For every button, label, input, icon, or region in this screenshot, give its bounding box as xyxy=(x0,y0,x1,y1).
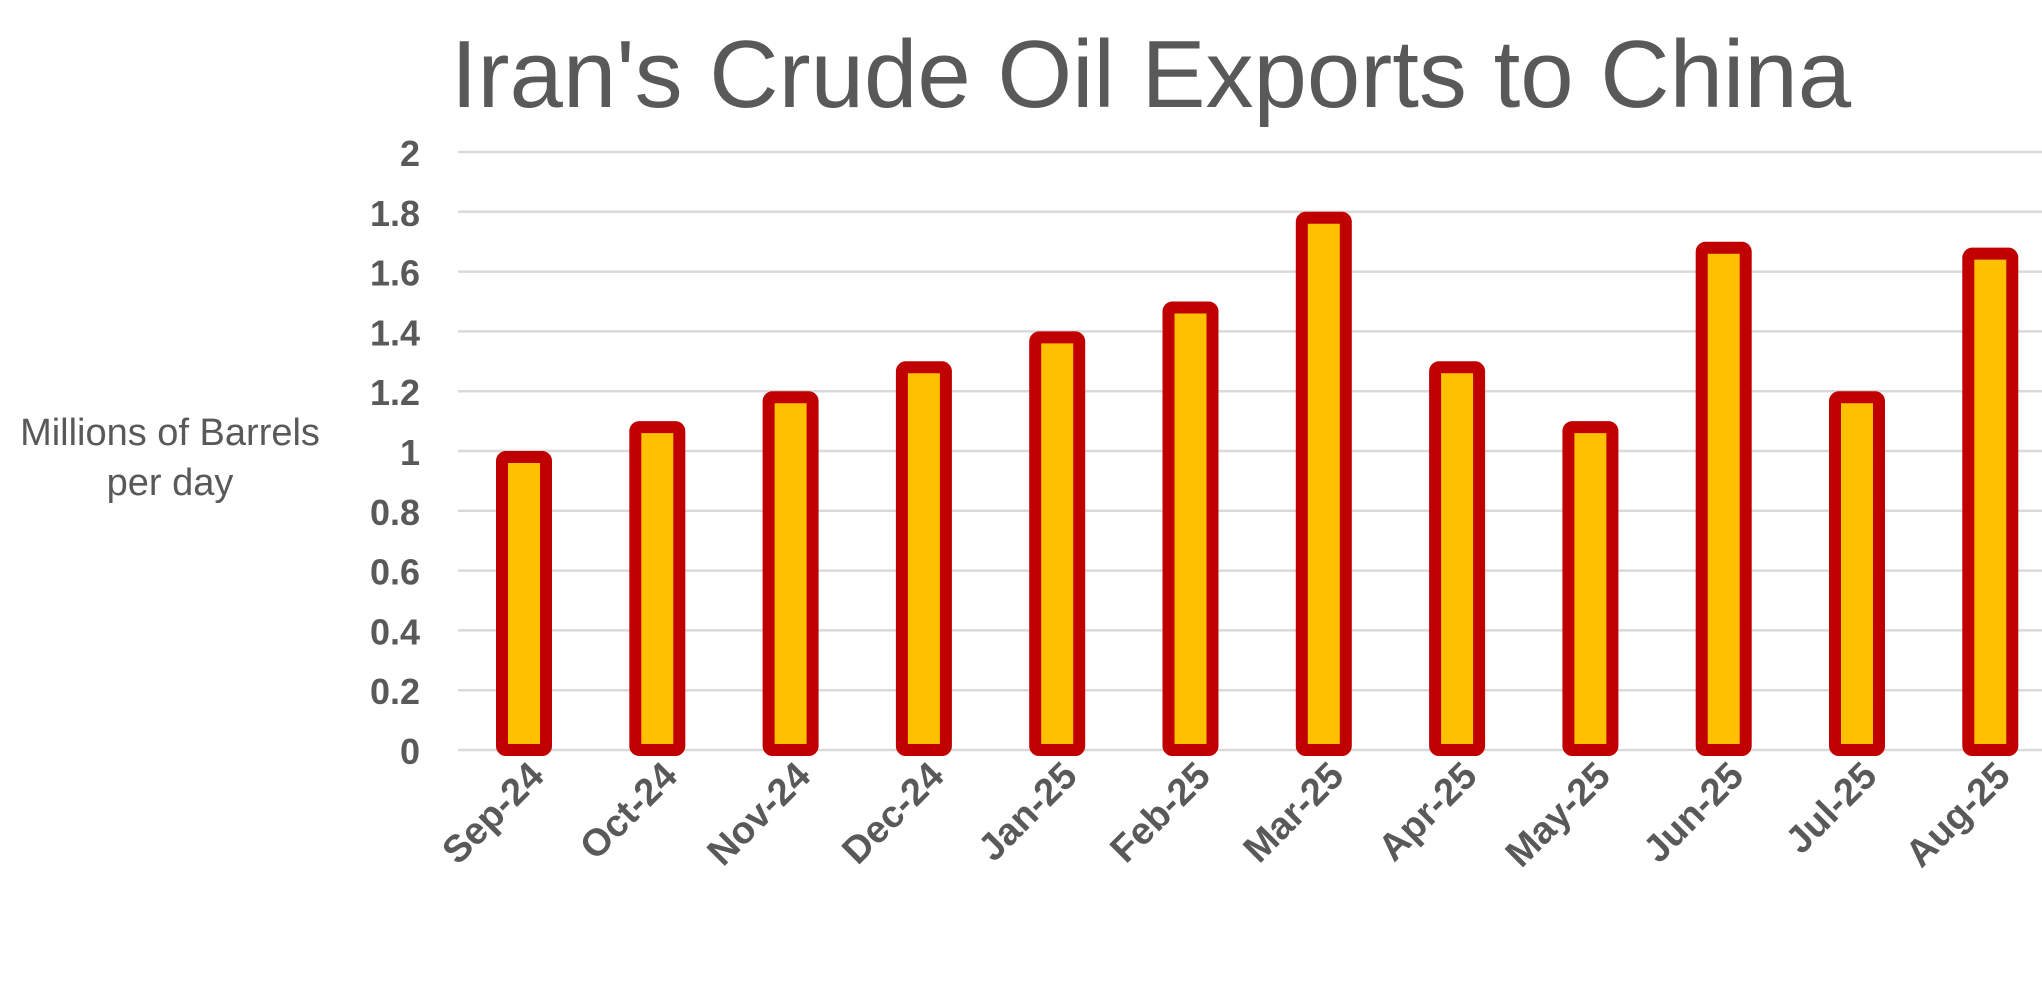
y-tick-label: 0.4 xyxy=(370,611,420,652)
chart-title: Iran's Crude Oil Exports to China xyxy=(450,21,1852,128)
y-tick-label: 1 xyxy=(400,432,420,473)
bars xyxy=(496,211,2019,757)
x-tick-label: Jan-25 xyxy=(971,755,1086,870)
x-tick-label: Jun-25 xyxy=(1636,755,1752,871)
y-tick-label: 0.8 xyxy=(370,492,420,533)
bar xyxy=(1962,247,2019,756)
bar xyxy=(1695,241,1752,756)
y-tick-label: 1.2 xyxy=(370,372,420,413)
bar xyxy=(1562,421,1619,756)
bar xyxy=(895,361,952,756)
y-tick-label: 1.4 xyxy=(370,312,420,353)
x-tick-label: Nov-24 xyxy=(700,755,819,874)
y-tick-label: 1.6 xyxy=(370,253,420,294)
bar xyxy=(1829,391,1885,756)
x-axis-ticks: Sep-24 Oct-24 Nov-24 Dec-24 Jan-25 Feb-25 Mar-… xyxy=(435,755,2019,876)
bar xyxy=(762,391,819,756)
bar xyxy=(1429,361,1486,756)
x-tick-label: Feb-25 xyxy=(1103,755,1219,871)
y-tick-label: 0.6 xyxy=(370,552,420,593)
gridlines xyxy=(458,150,2042,752)
x-tick-label: Sep-24 xyxy=(435,755,553,873)
bar xyxy=(1295,211,1352,757)
y-tick-label: 2 xyxy=(400,133,420,174)
y-tick-label: 0 xyxy=(400,731,420,772)
y-tick-label: 1.8 xyxy=(370,193,420,234)
bar xyxy=(1162,301,1219,756)
bar xyxy=(629,421,686,756)
y-axis-ticks: 0 0.2 0.4 0.6 0.8 1 1.2 1.4 1.6 1.8 2 xyxy=(370,133,420,772)
x-tick-label: Oct-24 xyxy=(572,755,685,868)
x-tick-label: May-25 xyxy=(1498,755,1619,876)
x-tick-label: Aug-25 xyxy=(1898,755,2019,876)
x-tick-label: Apr-25 xyxy=(1371,755,1486,870)
bar xyxy=(1029,331,1086,756)
y-tick-label: 0.2 xyxy=(370,671,420,712)
bar xyxy=(496,451,552,756)
y-axis-title-text: Millions of Barrels per day xyxy=(20,412,320,504)
y-axis-title: Millions of Barrels per day xyxy=(0,408,340,508)
x-tick-label: Dec-24 xyxy=(834,755,952,873)
x-tick-label: Mar-25 xyxy=(1236,755,1352,871)
x-tick-label: Jul-25 xyxy=(1778,755,1885,862)
